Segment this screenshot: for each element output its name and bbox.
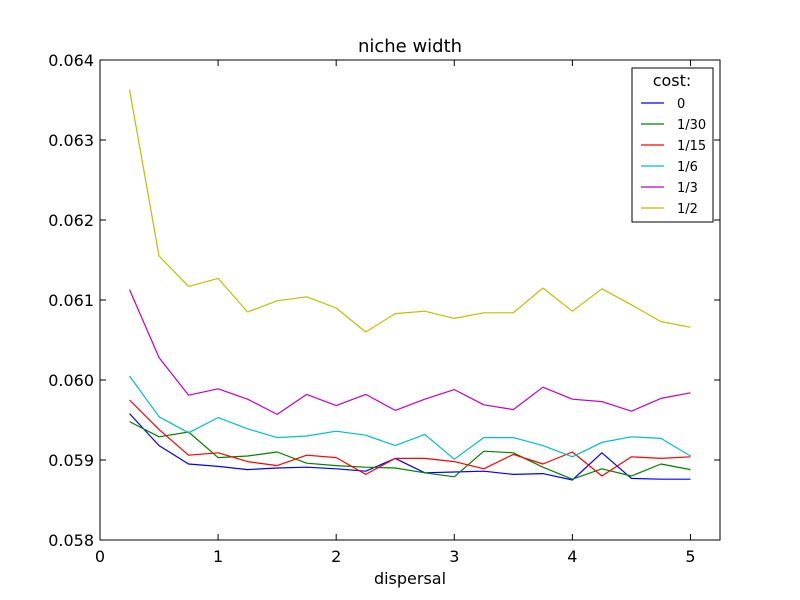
x-tick-label: 2 (331, 547, 341, 566)
y-tick-label: 0.060 (48, 371, 94, 390)
chart-title: niche width (358, 36, 462, 57)
y-tick-label: 0.061 (48, 291, 94, 310)
x-axis-label: dispersal (374, 569, 446, 588)
legend-title: cost: (653, 71, 692, 90)
x-tick-label: 0 (95, 547, 105, 566)
legend-label-2: 1/15 (677, 139, 706, 154)
x-tick-label: 3 (449, 547, 459, 566)
legend-label-3: 1/6 (677, 160, 698, 175)
series-line-2 (129, 399, 691, 477)
series-line-3 (129, 375, 691, 460)
series-layer (128, 89, 691, 481)
y-tick-label: 0.058 (48, 531, 94, 550)
legend-label-4: 1/3 (677, 181, 698, 196)
legend-entries: 0 1/30 1/15 1/6 1/3 1/2 (641, 97, 706, 217)
y-tick-label: 0.064 (48, 51, 94, 70)
legend-label-5: 1/2 (677, 202, 698, 217)
y-tick-label: 0.063 (48, 131, 94, 150)
legend: cost: 0 1/30 1/15 1/6 1/3 1/2 (631, 67, 714, 223)
legend-label-0: 0 (677, 97, 685, 112)
y-tick-label: 0.059 (48, 451, 94, 470)
x-axis: 0 1 2 3 4 5 (95, 60, 696, 566)
x-tick-label: 5 (685, 547, 695, 566)
series-line-0 (129, 413, 691, 481)
legend-label-1: 1/30 (677, 118, 706, 133)
series-line-4 (128, 289, 691, 415)
series-line-5 (128, 89, 691, 333)
series-line-1 (129, 421, 691, 480)
y-axis: 0.058 0.059 0.060 0.061 0.062 0.063 0.064 (48, 51, 720, 550)
x-tick-label: 1 (213, 547, 223, 566)
x-tick-label: 4 (567, 547, 577, 566)
y-tick-label: 0.062 (48, 211, 94, 230)
